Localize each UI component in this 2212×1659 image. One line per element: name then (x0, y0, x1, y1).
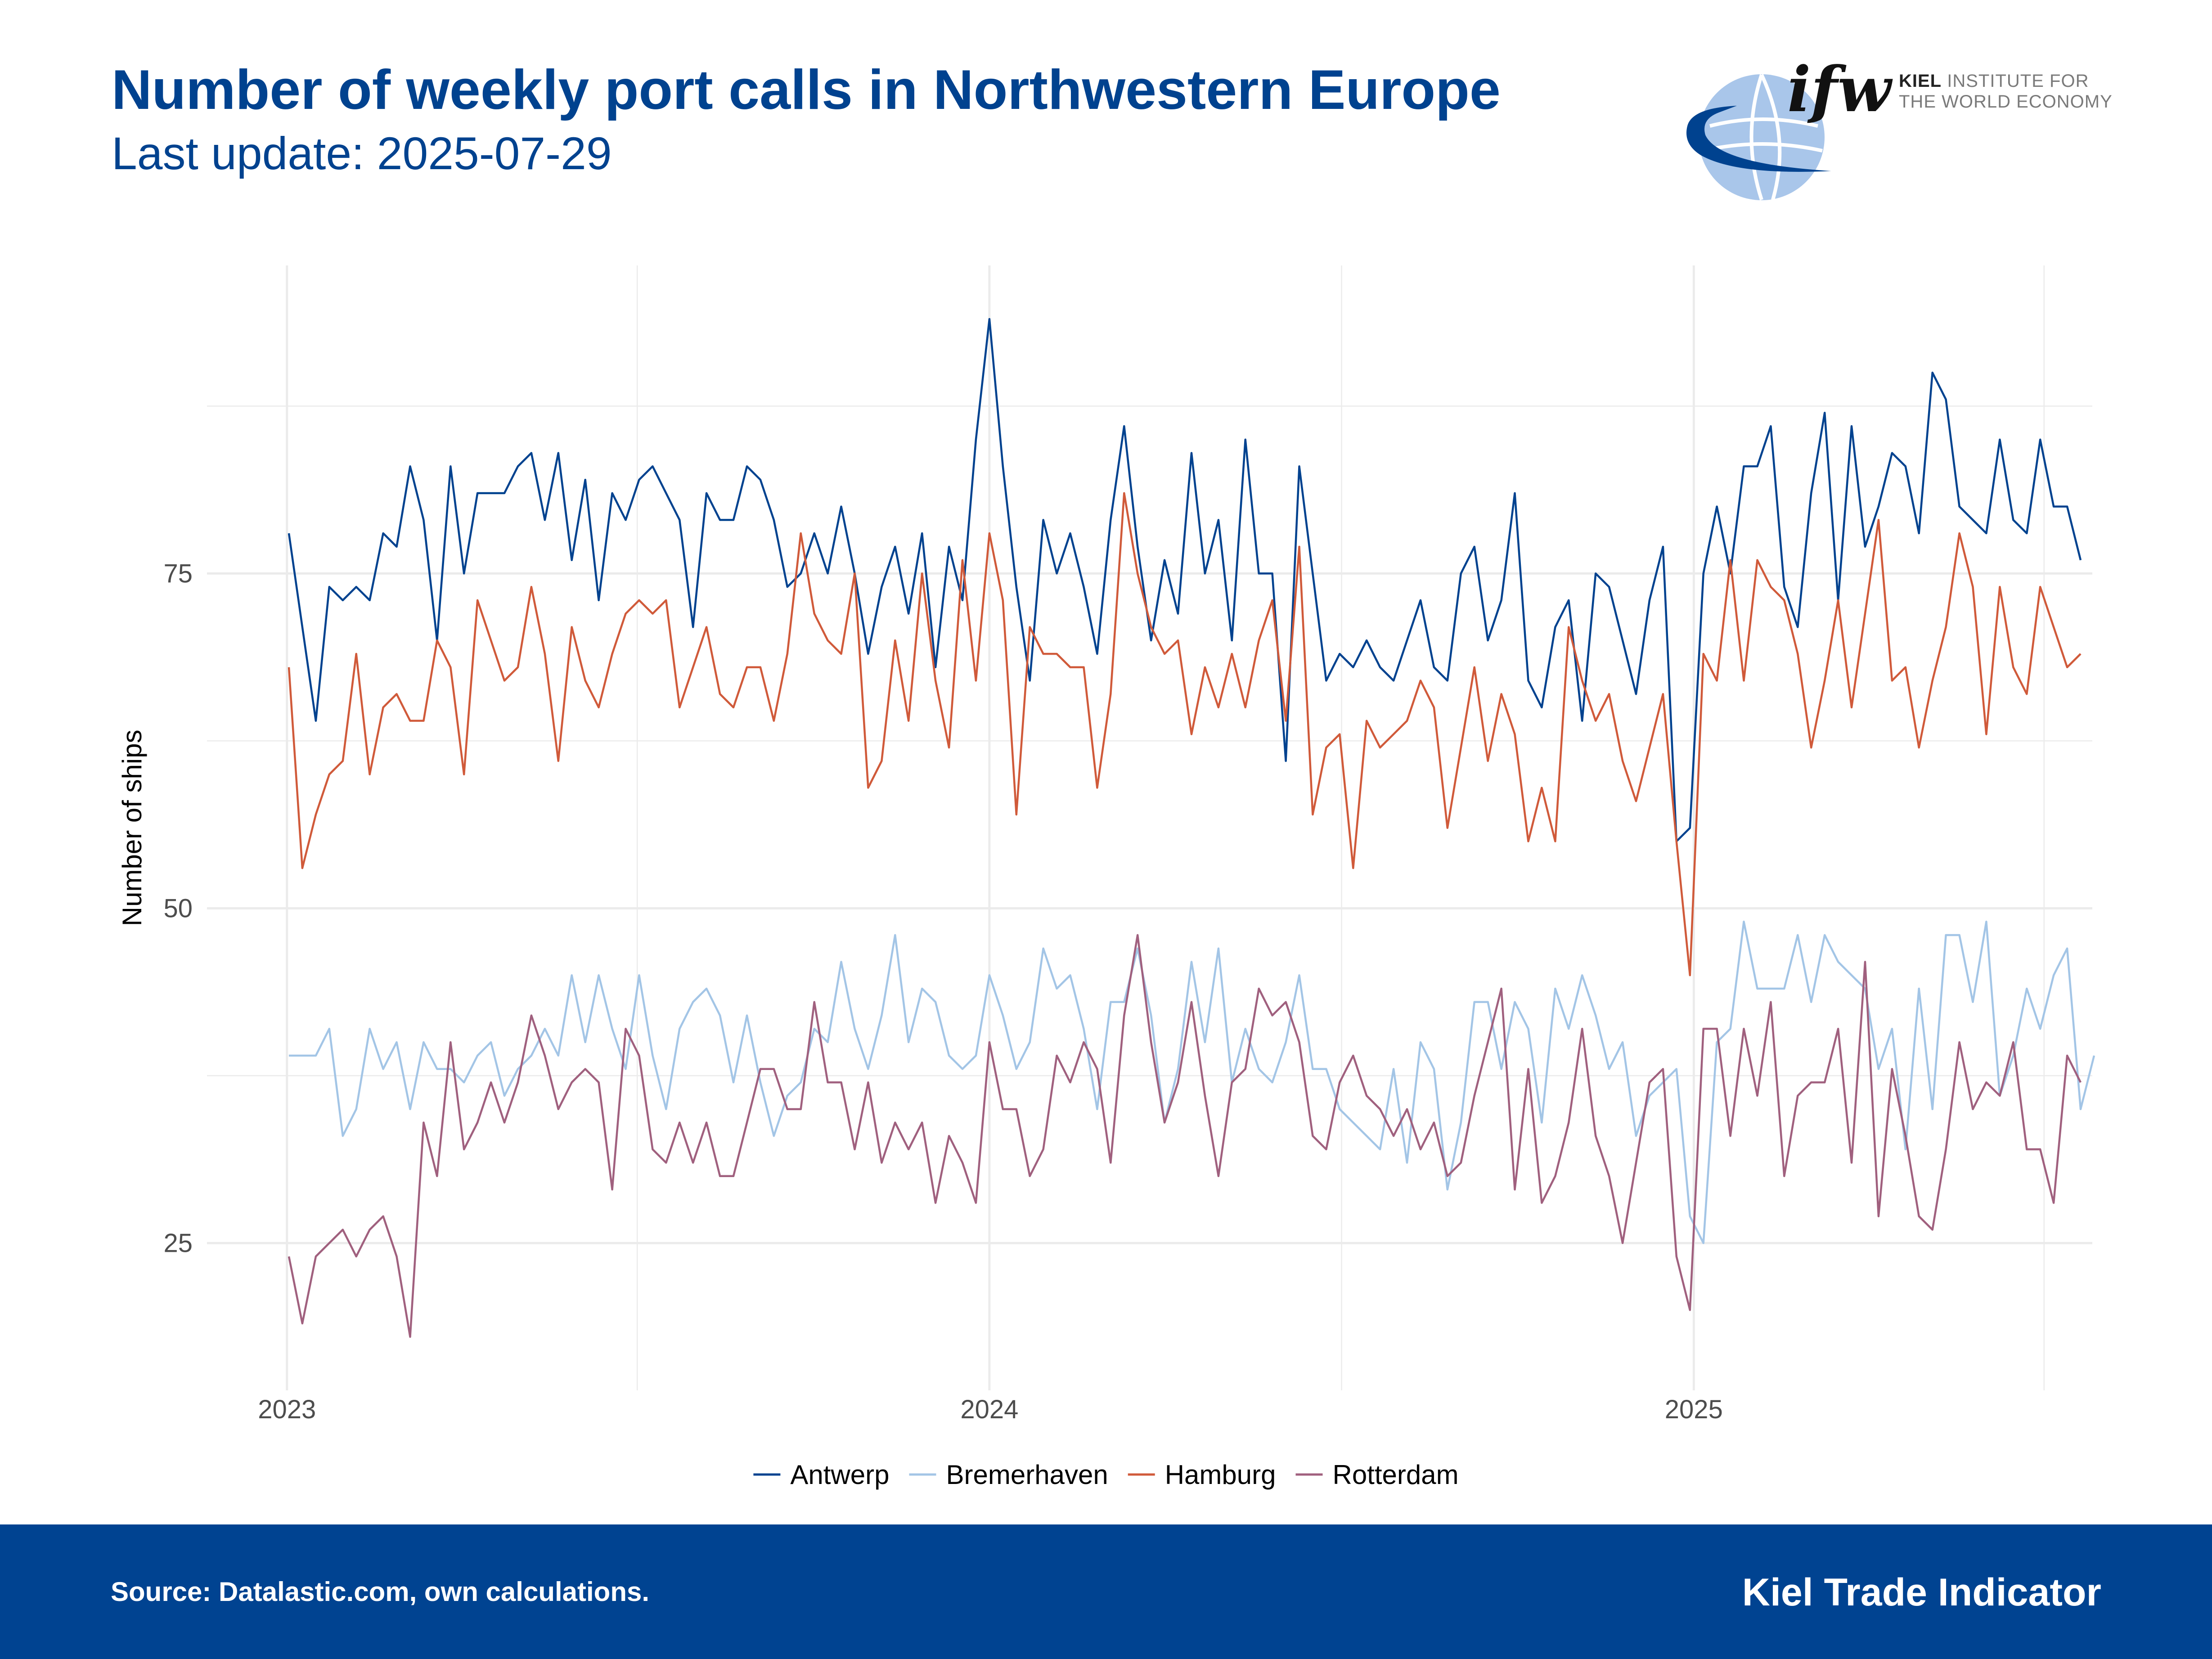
y-tick-label: 50 (163, 894, 193, 923)
brand-label: Kiel Trade Indicator (1742, 1571, 2101, 1614)
footer-bar (0, 1524, 2212, 1659)
series-lines (288, 318, 2095, 1338)
legend-label-bremerhaven: Bremerhaven (946, 1460, 1108, 1490)
legend-label-antwerp: Antwerp (790, 1460, 889, 1490)
series-line-antwerp (288, 318, 2082, 843)
y-tick-label: 25 (163, 1229, 193, 1258)
logo-institute: INSTITUTE FOR (1947, 71, 2089, 91)
x-tick-label: 2023 (258, 1395, 316, 1424)
grid-lines (207, 265, 2092, 1390)
y-tick-label: 75 (163, 559, 193, 589)
logo-kiel: KIEL (1899, 71, 1942, 91)
logo-line2: THE WORLD ECONOMY (1899, 92, 2113, 112)
source-note: Source: Datalastic.com, own calculations… (111, 1577, 650, 1607)
chart-subtitle: Last update: 2025-07-29 (112, 128, 612, 179)
x-tick-label: 2024 (960, 1395, 1018, 1424)
axis-labels: 25 50 75 2023 2024 2025 Number of ships (117, 559, 1723, 1424)
logo-line1: KIEL INSTITUTE FOR (1899, 72, 2089, 90)
ifw-logo: ifw KIEL INSTITUTE FOR THE WORLD ECONOMY (1683, 53, 2112, 202)
globe-icon (1686, 74, 1831, 201)
legend-label-hamburg: Hamburg (1165, 1460, 1276, 1490)
line-chart: 25 50 75 2023 2024 2025 Number of ships Antwer… (117, 265, 2095, 1490)
legend-label-rotterdam: Rotterdam (1332, 1460, 1458, 1490)
series-line-hamburg (288, 492, 2082, 976)
y-axis-title: Number of ships (117, 730, 147, 926)
series-line-bremerhaven (289, 921, 2095, 1244)
series-line-rotterdam (288, 934, 2082, 1338)
legend: Antwerp Bremerhaven Hamburg Rotterdam (753, 1460, 1459, 1490)
chart-title: Number of weekly port calls in Northwest… (112, 59, 1501, 121)
x-tick-label: 2025 (1665, 1395, 1723, 1424)
logo-mark: ifw (1787, 53, 1891, 126)
